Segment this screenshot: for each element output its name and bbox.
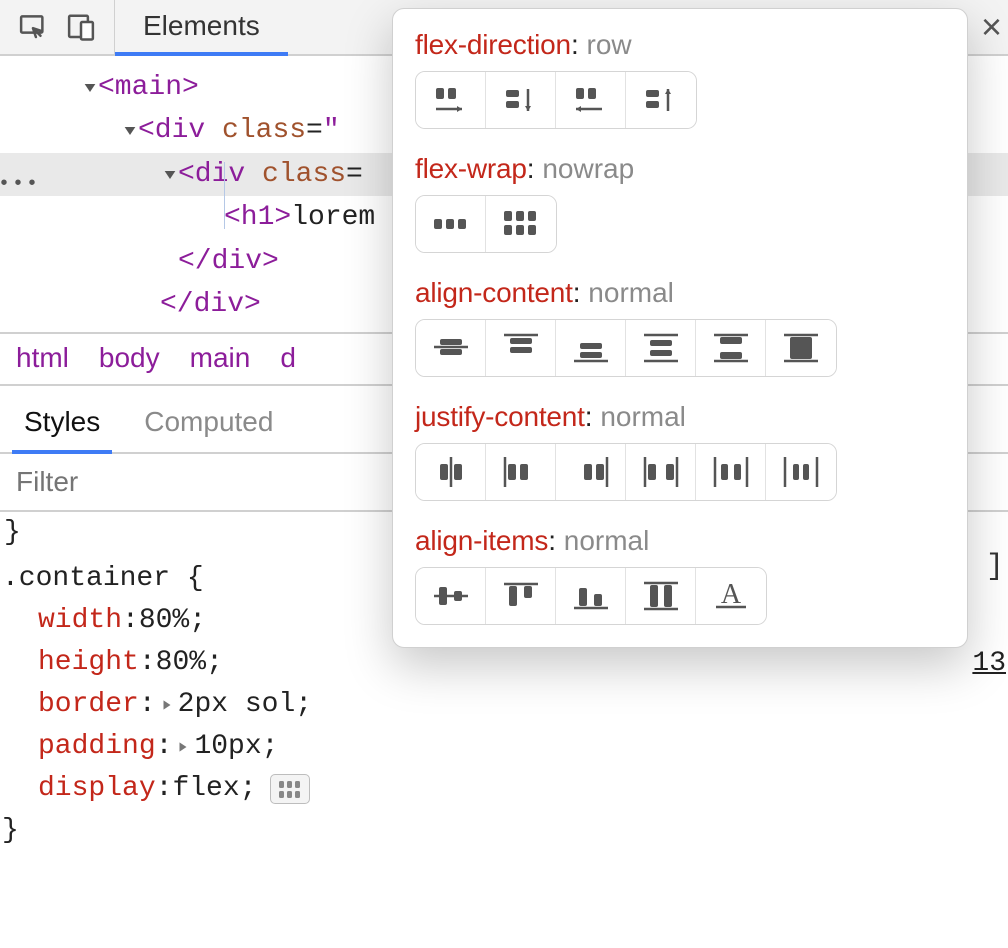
expand-triangle-icon[interactable] — [76, 66, 98, 109]
flex-option-button[interactable] — [416, 444, 486, 500]
element-picker-icon[interactable] — [18, 12, 48, 42]
svg-text:A: A — [721, 579, 742, 610]
flex-option-button[interactable] — [486, 72, 556, 128]
flex-option-button[interactable] — [556, 320, 626, 376]
breadcrumb-item[interactable]: html — [16, 342, 69, 374]
flex-section-align-content: align-content: normal — [415, 277, 945, 377]
peek-line-number[interactable]: 13 — [972, 648, 1008, 679]
dom-node-content: <h1>lorem — [224, 202, 375, 233]
css-prop: border — [38, 684, 139, 726]
flex-option-button[interactable] — [416, 72, 486, 128]
flex-key: align-content — [415, 277, 573, 308]
css-prop: width — [38, 600, 122, 642]
flex-value: normal — [600, 401, 686, 432]
dom-node-content: <main> — [98, 72, 199, 103]
css-declaration[interactable]: border:2px sol; — [2, 684, 1008, 726]
css-declaration[interactable]: padding:10px; — [2, 726, 1008, 768]
flex-key: flex-direction — [415, 29, 571, 60]
flex-option-button[interactable] — [486, 320, 556, 376]
overflow-dots-icon[interactable]: ••• — [0, 169, 40, 200]
flex-option-button[interactable] — [696, 444, 766, 500]
flex-option-button[interactable] — [416, 196, 486, 252]
flex-option-button[interactable] — [626, 72, 696, 128]
device-toggle-icon[interactable] — [66, 12, 96, 42]
css-value: 80% — [156, 642, 206, 684]
flex-option-button[interactable] — [626, 444, 696, 500]
expand-triangle-icon[interactable] — [116, 109, 138, 152]
flex-option-button[interactable] — [626, 320, 696, 376]
flex-option-button[interactable] — [556, 568, 626, 624]
css-value: 2px sol — [178, 684, 296, 726]
css-prop: height — [38, 642, 139, 684]
css-value: 10px — [194, 726, 261, 768]
flex-option-button[interactable] — [486, 444, 556, 500]
subtab-computed[interactable]: Computed — [140, 396, 277, 452]
flex-key: justify-content — [415, 401, 585, 432]
flex-section-flex-direction: flex-direction: row — [415, 29, 945, 129]
flexbox-editor-popover: flex-direction: row flex-wrap: nowrap alig… — [392, 8, 968, 648]
subtab-styles[interactable]: Styles — [20, 396, 104, 452]
flex-section-flex-wrap: flex-wrap: nowrap — [415, 153, 945, 253]
flex-value: normal — [588, 277, 674, 308]
flex-section-justify-content: justify-content: normal — [415, 401, 945, 501]
tab-elements[interactable]: Elements — [115, 0, 288, 56]
breadcrumb-item[interactable]: d — [280, 342, 296, 374]
css-value: flex — [172, 768, 239, 810]
flex-option-button[interactable] — [766, 320, 836, 376]
flex-option-button[interactable] — [556, 444, 626, 500]
expand-triangle-icon[interactable] — [156, 153, 178, 196]
flex-value: nowrap — [542, 153, 634, 184]
flex-option-button[interactable] — [696, 320, 766, 376]
css-prop: padding — [38, 726, 156, 768]
flex-section-align-items: align-items: normalA — [415, 525, 945, 625]
flex-button-row — [415, 71, 697, 129]
flex-button-row: A — [415, 567, 767, 625]
flex-option-button[interactable] — [626, 568, 696, 624]
css-prop: display — [38, 768, 156, 810]
dom-node-content: </div> — [160, 289, 261, 320]
chevron-right-icon[interactable] — [176, 740, 190, 754]
flex-key: flex-wrap — [415, 153, 527, 184]
breadcrumb-item[interactable]: main — [190, 342, 251, 374]
flex-button-row — [415, 319, 837, 377]
css-declaration[interactable]: display: flex; — [2, 768, 1008, 810]
flex-option-button[interactable]: A — [696, 568, 766, 624]
flex-option-button[interactable] — [416, 320, 486, 376]
tab-label: Elements — [143, 10, 260, 42]
dom-node-content: <div class=" — [138, 115, 340, 146]
css-close-brace: } — [2, 810, 1008, 852]
css-declaration[interactable]: height: 80%; — [2, 642, 1008, 684]
flex-value: normal — [564, 525, 650, 556]
flex-option-button[interactable] — [556, 72, 626, 128]
css-value: 80% — [139, 600, 189, 642]
flex-editor-swatch-icon[interactable] — [270, 774, 310, 804]
flex-option-button[interactable] — [486, 196, 556, 252]
close-icon[interactable]: × — [981, 6, 1002, 48]
dom-node-content: </div> — [178, 246, 279, 277]
flex-option-button[interactable] — [416, 568, 486, 624]
peek-bracket: ] — [986, 550, 1008, 584]
flex-button-row — [415, 195, 557, 253]
breadcrumb-item[interactable]: body — [99, 342, 160, 374]
dom-node-content: <div class= — [178, 159, 363, 190]
chevron-right-icon[interactable] — [160, 698, 174, 712]
flex-value: row — [587, 29, 632, 60]
flex-option-button[interactable] — [766, 444, 836, 500]
flex-button-row — [415, 443, 837, 501]
flex-option-button[interactable] — [486, 568, 556, 624]
flex-key: align-items — [415, 525, 548, 556]
css-selector[interactable]: .container — [2, 563, 170, 594]
